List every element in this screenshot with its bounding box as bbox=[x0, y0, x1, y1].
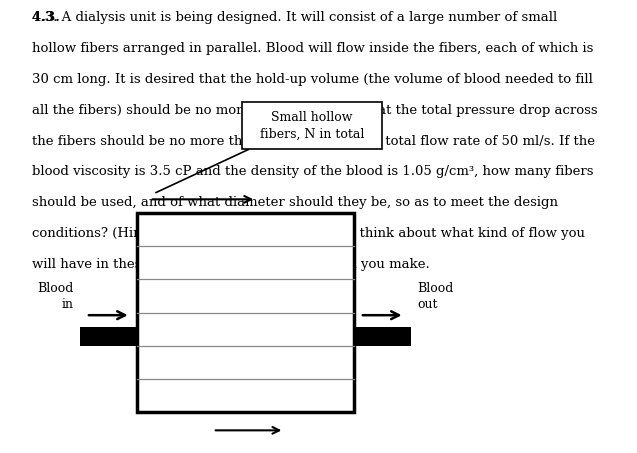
Bar bbox=[137, 213, 354, 412]
Text: all the fibers) should be no more than 80 ml, and that the total pressure drop a: all the fibers) should be no more than 8… bbox=[32, 104, 598, 117]
Bar bbox=[354, 327, 411, 347]
Text: blood viscosity is 3.5 cP and the density of the blood is 1.05 g/cm³, how many f: blood viscosity is 3.5 cP and the densit… bbox=[32, 165, 593, 178]
Bar bbox=[242, 102, 382, 149]
Bar bbox=[80, 327, 137, 347]
Text: Small hollow
fibers, N in total: Small hollow fibers, N in total bbox=[260, 111, 364, 141]
Text: 4.3.: 4.3. bbox=[32, 11, 64, 24]
Text: Blood
in: Blood in bbox=[37, 282, 73, 311]
Text: Blood
out: Blood out bbox=[417, 282, 454, 311]
Text: will have in these fibers.) Justify any assumption you make.: will have in these fibers.) Justify any … bbox=[32, 258, 429, 271]
Text: 30 cm long. It is desired that the hold-up volume (the volume of blood needed to: 30 cm long. It is desired that the hold-… bbox=[32, 73, 592, 86]
Text: the fibers should be no more than 10⁵ dyne/cm² at a total flow rate of 50 ml/s. : the fibers should be no more than 10⁵ dy… bbox=[32, 135, 595, 148]
Text: conditions? (Hint: before you start this problem, think about what kind of flow : conditions? (Hint: before you start this… bbox=[32, 227, 585, 240]
Text: should be used, and of what diameter should they be, so as to meet the design: should be used, and of what diameter sho… bbox=[32, 196, 558, 209]
Text: 4.3. A dialysis unit is being designed. It will consist of a large number of sma: 4.3. A dialysis unit is being designed. … bbox=[32, 11, 557, 24]
Text: hollow fibers arranged in parallel. Blood will flow inside the fibers, each of w: hollow fibers arranged in parallel. Bloo… bbox=[32, 42, 593, 55]
